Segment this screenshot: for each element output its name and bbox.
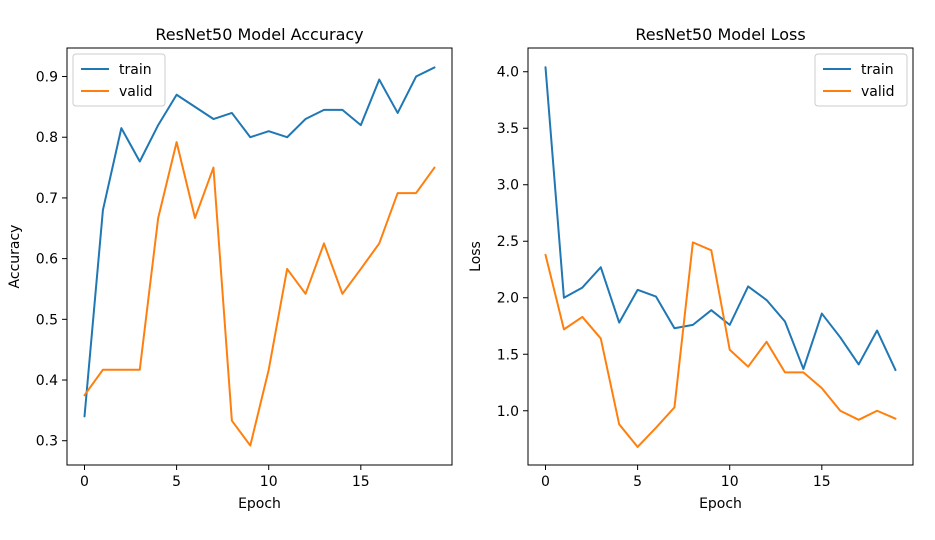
accuracy-y-axis-label: Accuracy [7, 225, 23, 289]
accuracy-x-tick-label: 0 [80, 474, 89, 490]
loss-chart: ResNet50 Model Loss 1.0 1.5 2.0 2.5 3.0 3.5 4.0… [468, 25, 914, 512]
loss-title: ResNet50 Model Loss [635, 25, 805, 44]
loss-legend: train valid [814, 53, 908, 107]
loss-legend-label-valid: valid [861, 84, 895, 100]
accuracy-x-tick-label: 5 [172, 474, 181, 490]
loss-x-axis-label: Epoch [699, 496, 742, 512]
loss-y-tick-label: 2.0 [497, 291, 519, 307]
accuracy-y-tick-label: 0.9 [36, 70, 58, 86]
accuracy-y-tick-label: 0.4 [36, 373, 58, 389]
loss-y-tick-label: 4.0 [497, 65, 519, 81]
accuracy-legend: train valid [72, 53, 166, 107]
loss-x-tick-label: 5 [633, 474, 642, 490]
loss-x-tick-label: 10 [721, 474, 739, 490]
accuracy-series-valid-line [83, 141, 436, 447]
accuracy-x-axis-label: Epoch [238, 496, 281, 512]
loss-plot-frame [527, 47, 914, 466]
accuracy-y-tick-label: 0.3 [36, 434, 58, 450]
loss-series-valid-line [544, 241, 897, 448]
accuracy-title: ResNet50 Model Accuracy [155, 25, 363, 44]
accuracy-x-tick-label: 10 [260, 474, 278, 490]
accuracy-y-tick-label: 0.8 [36, 130, 58, 146]
accuracy-chart: ResNet50 Model Accuracy 0.3 0.4 0.5 0.6 0.7 0.… [7, 25, 453, 512]
accuracy-legend-box [72, 53, 166, 107]
accuracy-series-train-line [83, 66, 436, 418]
loss-y-tick-label: 3.5 [497, 121, 519, 137]
loss-legend-label-train: train [861, 62, 894, 78]
accuracy-plot-frame [66, 47, 453, 466]
loss-series-train-line [544, 66, 897, 372]
accuracy-legend-label-valid: valid [119, 84, 153, 100]
loss-x-tick-label: 0 [541, 474, 550, 490]
loss-y-tick-label: 1.5 [497, 347, 519, 363]
accuracy-y-tick-label: 0.7 [36, 191, 58, 207]
loss-x-tick-label: 15 [813, 474, 831, 490]
loss-y-tick-label: 1.0 [497, 404, 519, 420]
loss-legend-box [814, 53, 908, 107]
loss-y-tick-label: 3.0 [497, 178, 519, 194]
accuracy-y-tick-label: 0.6 [36, 252, 58, 268]
loss-y-tick-label: 2.5 [497, 234, 519, 250]
accuracy-y-tick-label: 0.5 [36, 312, 58, 328]
loss-y-axis-label: Loss [468, 241, 484, 272]
accuracy-legend-label-train: train [119, 62, 152, 78]
accuracy-x-tick-label: 15 [352, 474, 370, 490]
